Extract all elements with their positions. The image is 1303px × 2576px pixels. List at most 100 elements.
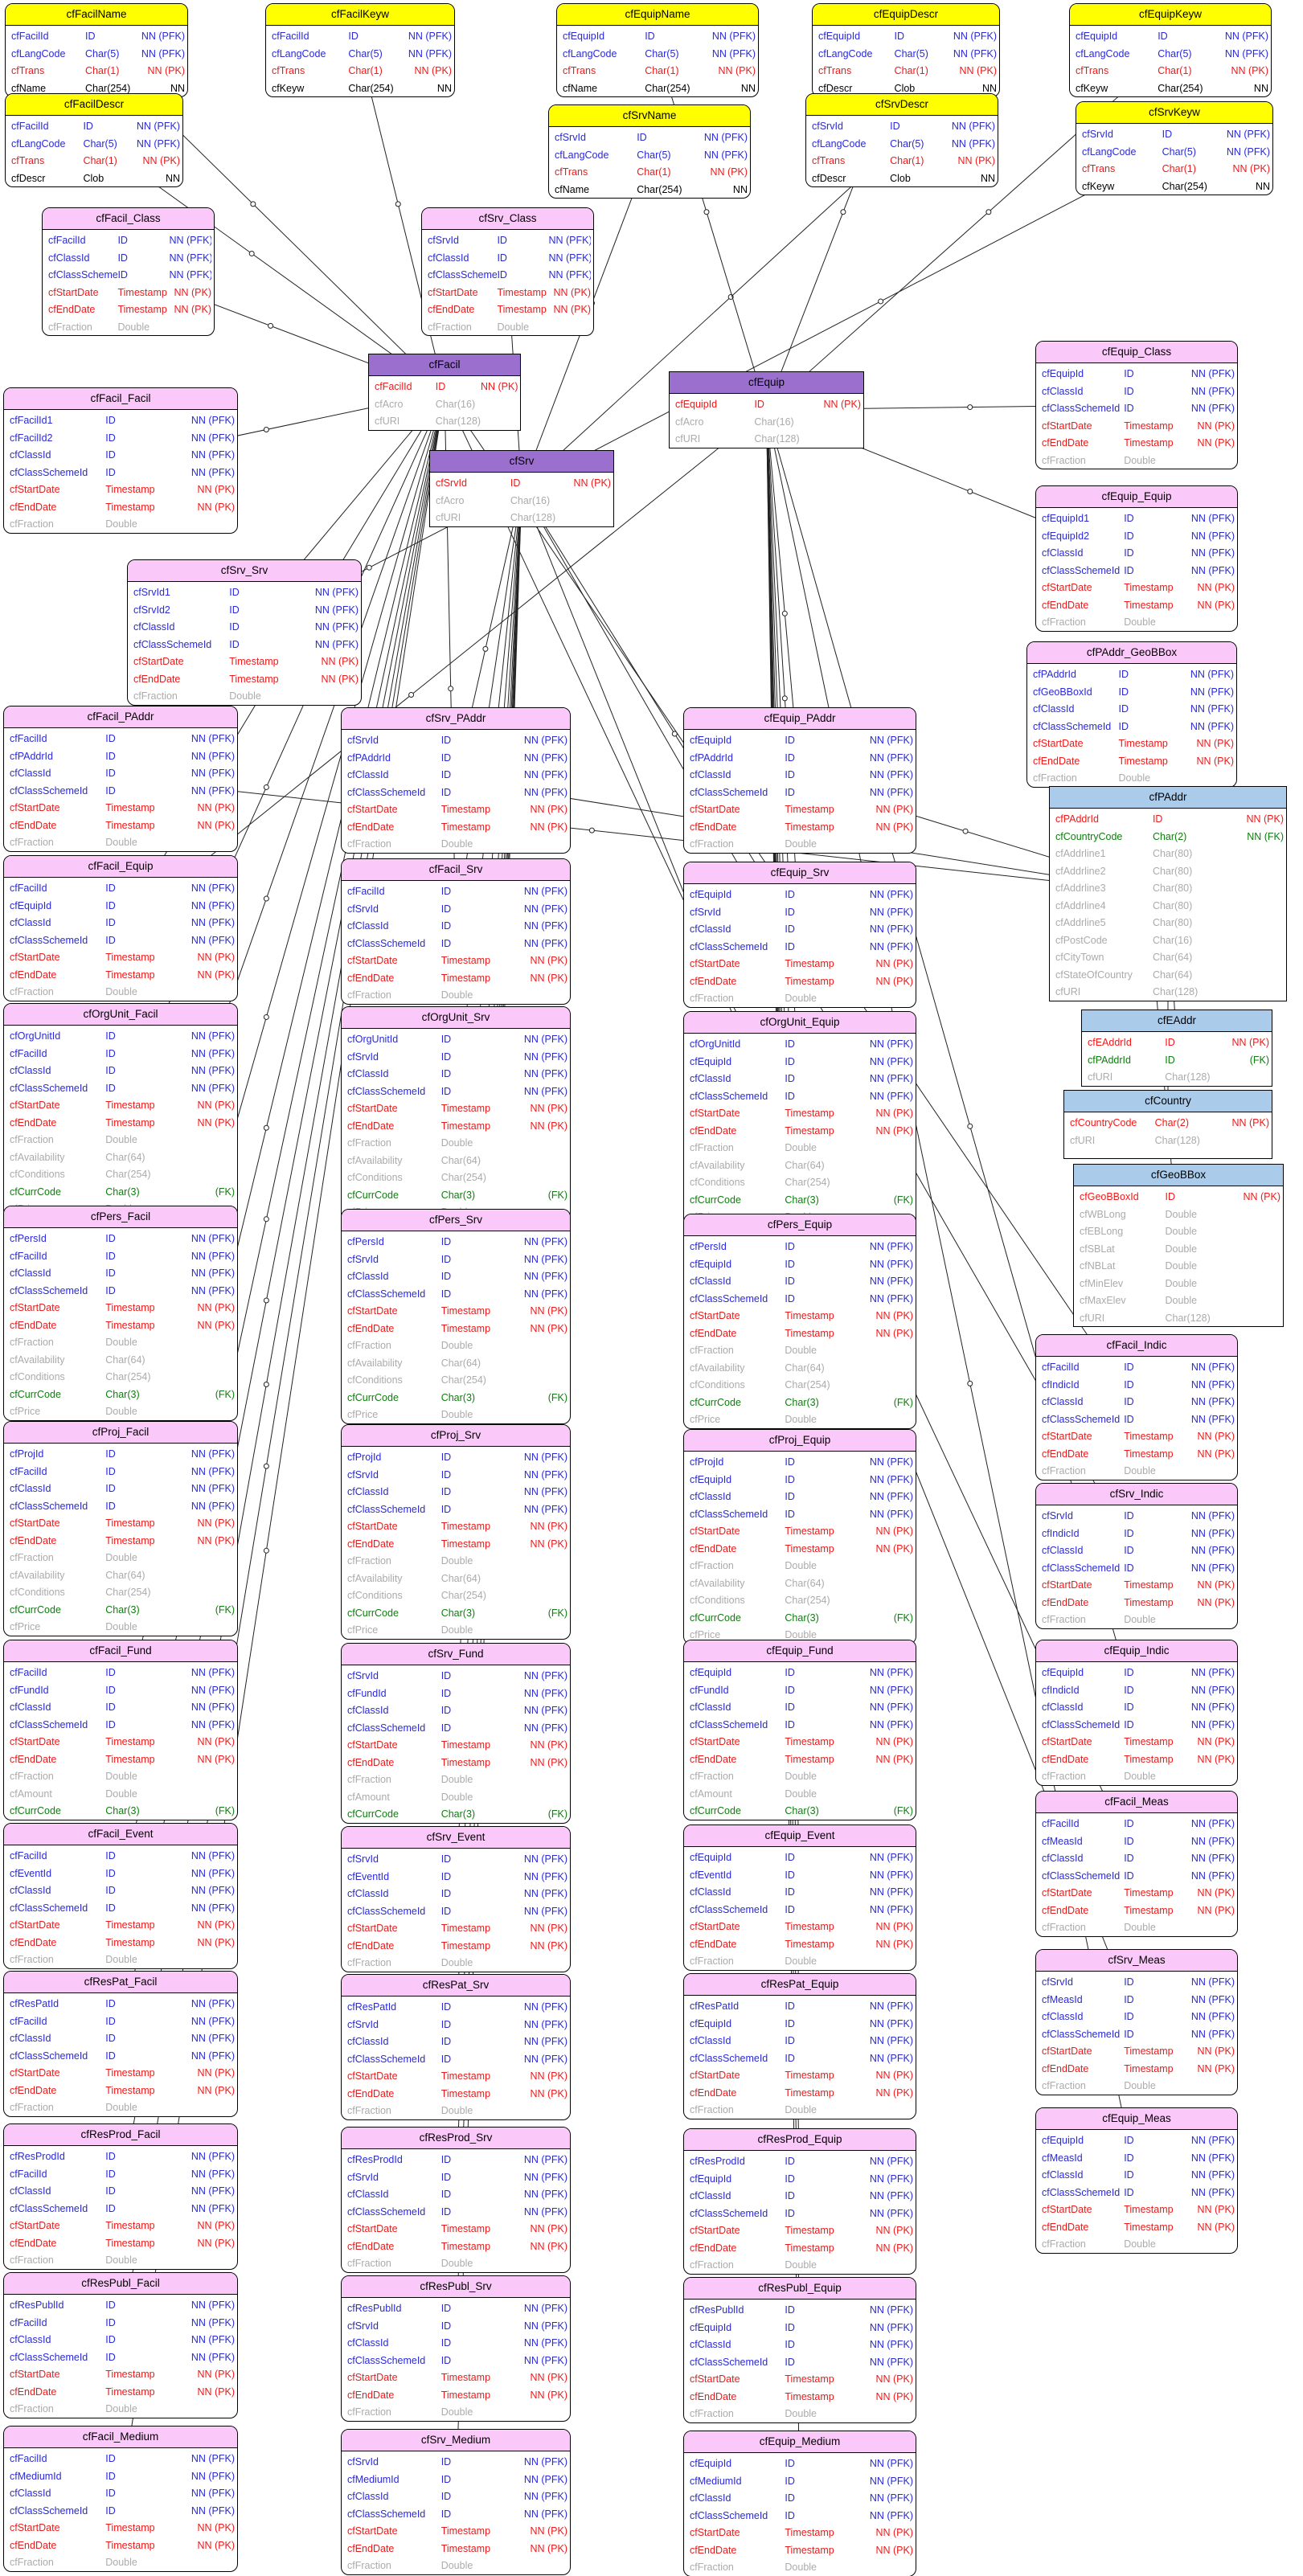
column-type: Double — [1124, 1771, 1156, 1782]
table-cfEquip_Srv[interactable]: cfEquip_Srv cfEquipId ID NN (PFK) cfSrvId ID N… — [683, 862, 916, 1008]
column-cfFraction: cfFraction Double — [684, 836, 916, 853]
table-cfProj_Srv[interactable]: cfProj_Srv cfProjId ID NN (PFK) cfSrvId ID NN … — [341, 1424, 571, 1640]
table-cfEquip_Event[interactable]: cfEquip_Event cfEquipId ID NN (PFK) cfEventI… — [683, 1824, 916, 1971]
table-cfEquipKeyw[interactable]: cfEquipKeyw cfEquipId ID NN (PFK) cfLangCode… — [1069, 3, 1272, 97]
column-name: cfStartDate — [10, 484, 60, 495]
table-cfEquip_Indic[interactable]: cfEquip_Indic cfEquipId ID NN (PFK) cfIndicI… — [1035, 1640, 1238, 1786]
table-cfEquip_Meas[interactable]: cfEquip_Meas cfEquipId ID NN (PFK) cfMeasId I… — [1035, 2107, 1238, 2254]
column-name: cfFraction — [690, 2259, 734, 2271]
table-cfOrgUnit_Srv[interactable]: cfOrgUnit_Srv cfOrgUnitId ID NN (PFK) cfSrvI… — [341, 1006, 571, 1222]
table-cfFacil_Meas[interactable]: cfFacil_Meas cfFacilId ID NN (PFK) cfMeasId I… — [1035, 1791, 1238, 1937]
table-cfFacil_Event[interactable]: cfFacil_Event cfFacilId ID NN (PFK) cfEventI… — [3, 1823, 238, 1969]
column-type: Char(3) — [440, 1189, 476, 1201]
table-cfOrgUnit_Facil[interactable]: cfOrgUnit_Facil cfOrgUnitId ID NN (PFK) cfFa… — [3, 1003, 238, 1218]
table-cfEquipDescr[interactable]: cfEquipDescr cfEquipId ID NN (PFK) cfLangCod… — [812, 3, 1000, 97]
column-key-flags: NN — [1253, 82, 1268, 94]
column-cfMeasId: cfMeasId ID NN (PFK) — [1036, 1992, 1237, 2009]
table-cfPers_Srv[interactable]: cfPers_Srv cfPersId ID NN (PFK) cfSrvId ID NN … — [341, 1209, 571, 1424]
table-cfResPubl_Equip[interactable]: cfResPubl_Equip cfResPublId ID NN (PFK) cfEq… — [683, 2277, 916, 2423]
column-key-flags: NN (PFK) — [869, 906, 913, 918]
column-type: Char(1) — [637, 166, 671, 178]
table-cfSrv_Event[interactable]: cfSrv_Event cfSrvId ID NN (PFK) cfEventId ID N… — [341, 1826, 571, 1972]
column-key-flags: NN (PK) — [197, 1100, 235, 1111]
table-cfSrv_PAddr[interactable]: cfSrv_PAddr cfSrvId ID NN (PFK) cfPAddrId ID N… — [341, 707, 571, 854]
table-cfFacil_PAddr[interactable]: cfFacil_PAddr cfFacilId ID NN (PFK) cfPAddrI… — [3, 706, 238, 852]
column-cfFacilId: cfFacilId ID NN (PK) — [369, 379, 520, 396]
table-cfGeoBBox[interactable]: cfGeoBBox cfGeoBBoxId ID NN (PK) cfWBLong Dou… — [1073, 1164, 1284, 1327]
column-type: Char(128) — [1152, 986, 1199, 997]
table-cfResPubl_Facil[interactable]: cfResPubl_Facil cfResPublId ID NN (PFK) cfFa… — [3, 2272, 238, 2418]
table-cfEquip_Medium[interactable]: cfEquip_Medium cfEquipId ID NN (PFK) cfMediu… — [683, 2431, 916, 2576]
column-name: cfEndDate — [10, 2084, 57, 2096]
table-cfSrv_Srv[interactable]: cfSrv_Srv cfSrvId1 ID NN (PFK) cfSrvId2 ID NN … — [127, 559, 362, 706]
column-key-flags: NN (PK) — [875, 804, 913, 815]
table-cfSrv_Class[interactable]: cfSrv_Class cfSrvId ID NN (PFK) cfClassId ID N… — [421, 207, 594, 336]
table-cfFacil_Equip[interactable]: cfFacil_Equip cfFacilId ID NN (PFK) cfEquipI… — [3, 855, 238, 1001]
table-cfEquip_Fund[interactable]: cfEquip_Fund cfEquipId ID NN (PFK) cfFundId I… — [683, 1640, 916, 1820]
table-cfFacil_Class[interactable]: cfFacil_Class cfFacilId ID NN (PFK) cfClassI… — [42, 207, 215, 336]
table-cfFacil_Facil[interactable]: cfFacil_Facil cfFacilId1 ID NN (PFK) cfFacil… — [3, 387, 238, 534]
table-cfFacil_Medium[interactable]: cfFacil_Medium cfFacilId ID NN (PFK) cfMediu… — [3, 2426, 238, 2572]
table-cfOrgUnit_Equip[interactable]: cfOrgUnit_Equip cfOrgUnitId ID NN (PFK) cfEq… — [683, 1011, 916, 1227]
table-cfProj_Facil[interactable]: cfProj_Facil cfProjId ID NN (PFK) cfFacilId I… — [3, 1421, 238, 1636]
column-name: cfClassId — [690, 1702, 731, 1713]
column-name: cfEquipId — [690, 1667, 732, 1678]
table-cfResPat_Facil[interactable]: cfResPat_Facil cfResPatId ID NN (PFK) cfFaci… — [3, 1971, 238, 2117]
table-cfSrv_Medium[interactable]: cfSrv_Medium cfSrvId ID NN (PFK) cfMediumId I… — [341, 2429, 571, 2575]
table-cfResPat_Equip[interactable]: cfResPat_Equip cfResPatId ID NN (PFK) cfEqui… — [683, 1973, 916, 2119]
table-cfSrvDescr[interactable]: cfSrvDescr cfSrvId ID NN (PFK) cfLangCode Cha… — [805, 93, 998, 187]
column-name: cfFraction — [1042, 1922, 1086, 1933]
column-name: cfClassId — [347, 2337, 389, 2349]
column-type: Timestamp — [785, 2225, 834, 2236]
column-key-flags — [510, 1789, 568, 1807]
table-cfFacilDescr[interactable]: cfFacilDescr cfFacilId ID NN (PFK) cfLangCod… — [5, 93, 183, 187]
column-cfFraction: cfFraction Double — [1036, 614, 1237, 631]
table-cfSrvName[interactable]: cfSrvName cfSrvId ID NN (PFK) cfLangCode Char… — [548, 104, 751, 199]
column-type: ID — [83, 121, 93, 132]
table-cfResProd_Equip[interactable]: cfResProd_Equip cfResProdId ID NN (PFK) cfEq… — [683, 2128, 916, 2275]
table-cfFacilName[interactable]: cfFacilName cfFacilId ID NN (PFK) cfLangCode… — [5, 3, 188, 97]
table-cfEquip[interactable]: cfEquip cfEquipId ID NN (PK) cfAcro Char(16) c… — [669, 371, 864, 448]
column-type: Timestamp — [440, 2087, 491, 2099]
table-cfFacil_Srv[interactable]: cfFacil_Srv cfFacilId ID NN (PFK) cfSrvId ID N… — [341, 858, 571, 1005]
table-cfResPubl_Srv[interactable]: cfResPubl_Srv cfResPublId ID NN (PFK) cfSrvI… — [341, 2275, 571, 2422]
column-type: ID — [1124, 2011, 1134, 2022]
table-cfPAddr[interactable]: cfPAddr cfPAddrId ID NN (PK) cfCountryCode Ch… — [1049, 786, 1287, 1001]
column-cfClassId: cfClassId ID NN (PFK) — [4, 2332, 237, 2349]
column-key-flags: NN (PFK) — [191, 1047, 235, 1059]
cardinality-circle-icon — [967, 489, 973, 494]
table-cfFacilKeyw[interactable]: cfFacilKeyw cfFacilId ID NN (PFK) cfLangCode… — [265, 3, 455, 97]
table-cfSrv_Fund[interactable]: cfSrv_Fund cfSrvId ID NN (PFK) cfFundId ID NN … — [341, 1643, 571, 1824]
column-key-flags: NN (PK) — [875, 2070, 913, 2081]
table-cfResProd_Facil[interactable]: cfResProd_Facil cfResProdId ID NN (PFK) cfFa… — [3, 2123, 238, 2270]
table-cfEquip_Equip[interactable]: cfEquip_Equip cfEquipId1 ID NN (PFK) cfEquip… — [1035, 485, 1238, 632]
table-cfSrv_Indic[interactable]: cfSrv_Indic cfSrvId ID NN (PFK) cfIndicId ID N… — [1035, 1483, 1238, 1629]
table-cfProj_Equip[interactable]: cfProj_Equip cfProjId ID NN (PFK) cfEquipId I… — [683, 1429, 916, 1644]
column-cfFraction: cfFraction Double — [342, 2558, 570, 2574]
table-cfFacil_Indic[interactable]: cfFacil_Indic cfFacilId ID NN (PFK) cfIndicI… — [1035, 1334, 1238, 1480]
table-cfEquipName[interactable]: cfEquipName cfEquipId ID NN (PFK) cfLangCode… — [556, 3, 759, 97]
table-cfResProd_Srv[interactable]: cfResProd_Srv cfResProdId ID NN (PFK) cfSrvI… — [341, 2127, 571, 2273]
column-name: cfCurrCode — [690, 1194, 741, 1206]
table-cfSrv[interactable]: cfSrv cfSrvId ID NN (PK) cfAcro Char(16) cfURI… — [429, 450, 614, 527]
table-cfPers_Equip[interactable]: cfPers_Equip cfPersId ID NN (PFK) cfEquipId I… — [683, 1214, 916, 1429]
column-type: ID — [105, 1268, 116, 1279]
table-cfSrv_Meas[interactable]: cfSrv_Meas cfSrvId ID NN (PFK) cfMeasId ID NN … — [1035, 1949, 1238, 2095]
column-key-flags: NN (PK) — [875, 1938, 913, 1950]
column-key-flags: NN (PFK) — [314, 638, 359, 650]
table-cfEquip_PAddr[interactable]: cfEquip_PAddr cfEquipId ID NN (PFK) cfPAddrI… — [683, 707, 916, 854]
table-cfPAddr_GeoBBox[interactable]: cfPAddr_GeoBBox cfPAddrId ID NN (PFK) cfGeoB… — [1026, 641, 1237, 788]
column-name: cfStartDate — [690, 2225, 740, 2236]
column-type: Char(3) — [105, 1388, 140, 1400]
column-key-flags: NN (PFK) — [1190, 1562, 1235, 1574]
column-cfClassId: cfClassId ID NN (PFK) — [1036, 545, 1237, 563]
table-cfSrvKeyw[interactable]: cfSrvKeyw cfSrvId ID NN (PFK) cfLangCode Char… — [1076, 101, 1273, 195]
table-cfFacil_Fund[interactable]: cfFacil_Fund cfFacilId ID NN (PFK) cfFundId I… — [3, 1640, 238, 1820]
table-cfEAddr[interactable]: cfEAddr cfEAddrId ID NN (PK) cfPAddrId ID (FK)… — [1081, 1010, 1272, 1087]
column-name: cfClassSchemeId — [347, 1722, 426, 1734]
table-cfFacil[interactable]: cfFacil cfFacilId ID NN (PK) cfAcro Char(16) c… — [368, 354, 521, 431]
table-cfPers_Facil[interactable]: cfPers_Facil cfPersId ID NN (PFK) cfFacilId I… — [3, 1206, 238, 1421]
table-cfResPat_Srv[interactable]: cfResPat_Srv cfResPatId ID NN (PFK) cfSrvId I… — [341, 1974, 571, 2120]
table-cfCountry[interactable]: cfCountry cfCountryCode Char(2) NN (PK) cfUR… — [1063, 1090, 1272, 1159]
table-cfEquip_Class[interactable]: cfEquip_Class cfEquipId ID NN (PFK) cfClassI… — [1035, 341, 1238, 469]
